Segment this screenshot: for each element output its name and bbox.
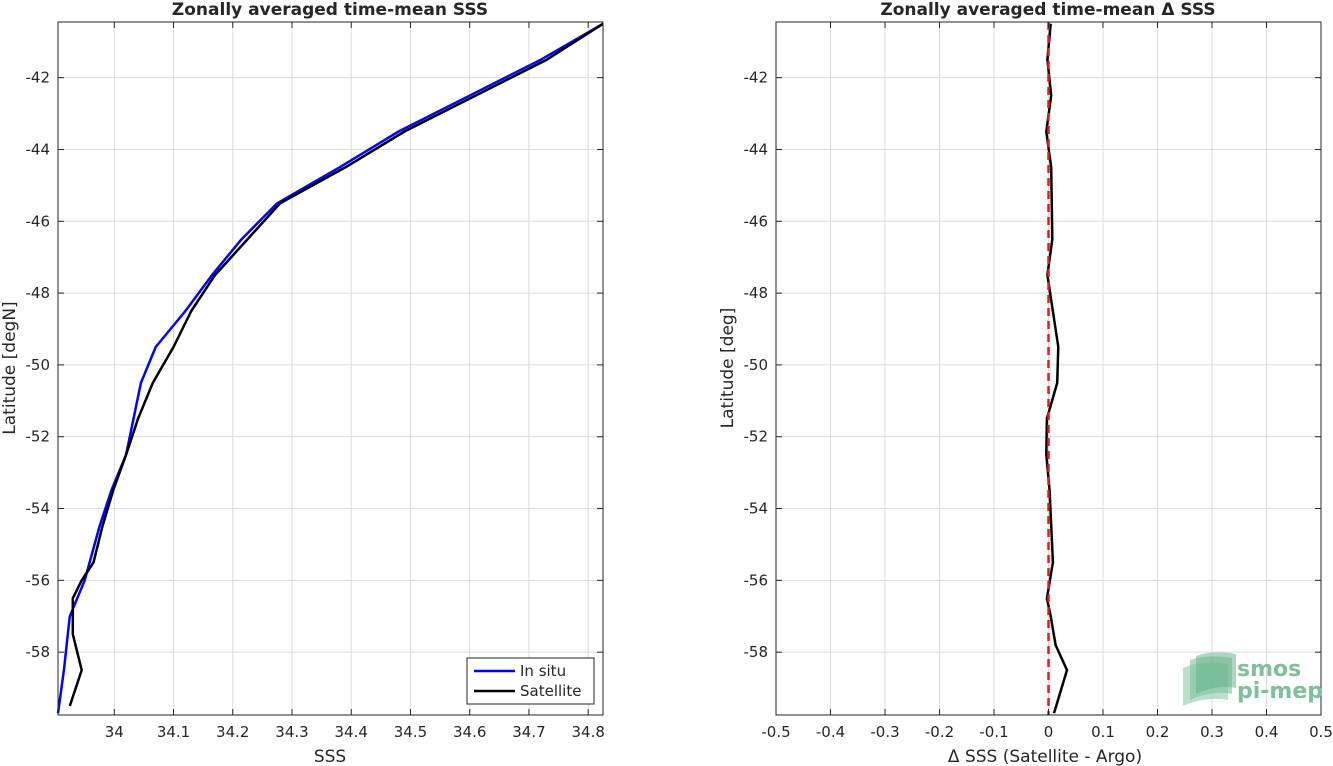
smos-pimep-logo: smos pi-mep bbox=[1183, 652, 1323, 706]
y-axis-label-left: Latitude [degN] bbox=[0, 301, 20, 434]
y-axis-label-right: Latitude [deg] bbox=[718, 308, 738, 429]
y-tick-label: -46 bbox=[744, 212, 769, 230]
chart-title-left: Zonally averaged time-mean SSS bbox=[172, 0, 488, 20]
legend-box bbox=[466, 657, 595, 705]
logo-text-smos: smos bbox=[1237, 657, 1301, 682]
x-axis-label-right: Δ SSS (Satellite - Argo) bbox=[948, 747, 1142, 766]
y-tick-label: -48 bbox=[744, 284, 769, 302]
y-tick-label: -54 bbox=[744, 500, 769, 518]
y-tick-label: -54 bbox=[26, 500, 51, 518]
legend-label-satellite: Satellite bbox=[520, 682, 581, 700]
plot-area-left bbox=[58, 22, 603, 715]
logo-text-pimep: pi-mep bbox=[1237, 679, 1323, 704]
y-tick-label: -50 bbox=[744, 356, 769, 374]
y-tick-label: -46 bbox=[26, 212, 51, 230]
series-line-in-situ bbox=[56, 22, 604, 714]
grid-right bbox=[775, 22, 1322, 715]
series-right bbox=[1045, 22, 1069, 715]
logo-wave-icon-3 bbox=[1196, 652, 1236, 694]
y-tick-label: -52 bbox=[26, 428, 51, 446]
y-tick-label: -56 bbox=[26, 571, 51, 589]
y-tick-label: -58 bbox=[744, 643, 769, 661]
x-tick-label: 34.7 bbox=[512, 723, 545, 741]
x-tick-label: 0.1 bbox=[1091, 723, 1115, 741]
x-tick-label: 0.5 bbox=[1309, 723, 1333, 741]
x-tick-label: -0.3 bbox=[870, 723, 899, 741]
x-tick-label: 0 bbox=[1044, 723, 1054, 741]
x-tick-label: -0.2 bbox=[925, 723, 954, 741]
x-tick-label: -0.5 bbox=[761, 723, 790, 741]
y-tick-label: -42 bbox=[26, 69, 51, 87]
x-tick-label: 0.2 bbox=[1146, 723, 1170, 741]
x-tick-label: -0.4 bbox=[816, 723, 845, 741]
x-tick-label: 34.4 bbox=[335, 723, 368, 741]
axes-box-left bbox=[57, 21, 604, 716]
x-axis-label-left: SSS bbox=[314, 747, 346, 766]
x-tick-label: 34.5 bbox=[394, 723, 427, 741]
y-tick-label: -44 bbox=[26, 140, 51, 158]
ticks-left: 34 34.1 34.2 34.3 34.4 34.5 34.6 34.7 34.8 -42 -44… bbox=[26, 22, 605, 741]
x-tick-label: 34.8 bbox=[571, 723, 604, 741]
y-tick-label: -50 bbox=[26, 356, 51, 374]
y-tick-label: -58 bbox=[26, 643, 51, 661]
series-line-delta-sss bbox=[1045, 23, 1069, 714]
y-tick-label: -52 bbox=[744, 428, 769, 446]
y-tick-label: -48 bbox=[26, 284, 51, 302]
y-tick-label: -44 bbox=[744, 140, 769, 158]
x-tick-label: 34.2 bbox=[216, 723, 249, 741]
x-tick-label: -0.1 bbox=[979, 723, 1008, 741]
x-tick-label: 34.1 bbox=[157, 723, 190, 741]
series-left bbox=[56, 22, 604, 714]
ticks-right: -0.5 -0.4 -0.3 -0.2 -0.1 0 0.1 0.2 0.3 0.4 0.5 -42 -… bbox=[744, 22, 1333, 741]
y-tick-label: -42 bbox=[744, 69, 769, 87]
x-tick-label: 34 bbox=[105, 723, 124, 741]
x-tick-label: 0.3 bbox=[1200, 723, 1224, 741]
series-line-satellite bbox=[68, 22, 604, 707]
x-tick-label: 0.4 bbox=[1255, 723, 1279, 741]
x-tick-label: 34.3 bbox=[275, 723, 308, 741]
sss-latitude-chart: 34 34.1 34.2 34.3 34.4 34.5 34.6 34.7 34.8 -42 -44… bbox=[0, 0, 605, 766]
chart-title-right: Zonally averaged time-mean Δ SSS bbox=[880, 0, 1215, 20]
grid-left bbox=[58, 22, 603, 715]
delta-sss-latitude-chart: -0.5 -0.4 -0.3 -0.2 -0.1 0 0.1 0.2 0.3 0.4 0.5 -42 -… bbox=[718, 0, 1333, 766]
legend: In situ Satellite bbox=[466, 657, 595, 705]
x-tick-label: 34.6 bbox=[453, 723, 486, 741]
legend-label-in-situ: In situ bbox=[520, 662, 566, 680]
y-tick-label: -56 bbox=[744, 571, 769, 589]
